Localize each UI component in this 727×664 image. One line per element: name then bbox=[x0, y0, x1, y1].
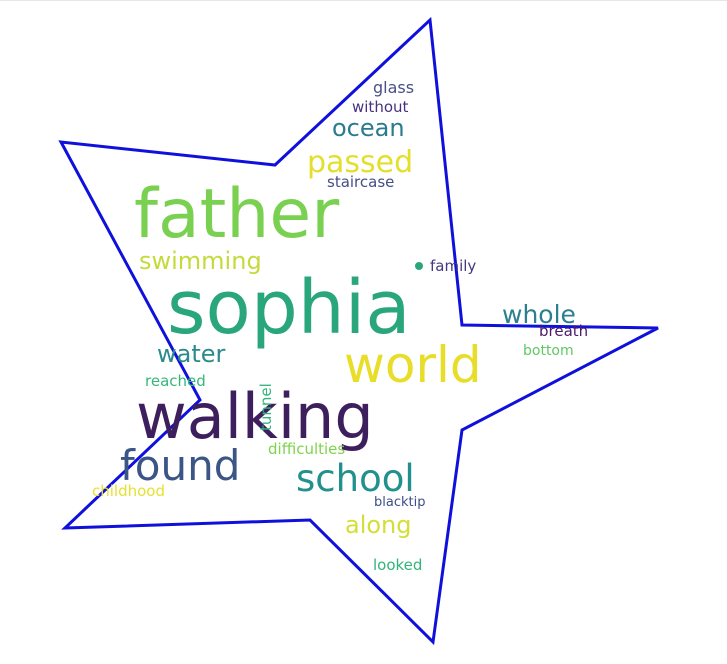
word-breath: breath bbox=[539, 322, 588, 340]
dot-mark bbox=[415, 262, 423, 270]
word-father: father bbox=[134, 175, 339, 254]
word-ocean: ocean bbox=[332, 114, 405, 142]
word-world: world bbox=[344, 336, 482, 394]
word-blacktip: blacktip bbox=[374, 495, 425, 510]
word-glass: glass bbox=[373, 78, 414, 97]
word-along: along bbox=[345, 511, 412, 539]
word-whole: whole bbox=[502, 300, 576, 329]
word-childhood: childhood bbox=[92, 482, 165, 500]
word-looked: looked bbox=[373, 556, 422, 574]
word-walking: walking bbox=[136, 380, 374, 453]
word-reached: reached bbox=[145, 372, 206, 390]
word-staircase: staircase bbox=[327, 173, 394, 191]
star-outline bbox=[58, 16, 659, 646]
word-passed: passed bbox=[307, 145, 413, 180]
word-without: without bbox=[352, 98, 409, 116]
word-swimming: swimming bbox=[139, 247, 262, 275]
word-sophia: sophia bbox=[167, 265, 411, 351]
word-tunnel: tunnel bbox=[257, 383, 275, 431]
word-found: found bbox=[120, 441, 240, 490]
top-border bbox=[0, 0, 727, 1]
word-school: school bbox=[296, 457, 415, 500]
word-difficulties: difficulties bbox=[268, 440, 345, 458]
word-bottom: bottom bbox=[523, 343, 574, 359]
word-family: family bbox=[430, 257, 476, 275]
word-water: water bbox=[157, 340, 226, 368]
